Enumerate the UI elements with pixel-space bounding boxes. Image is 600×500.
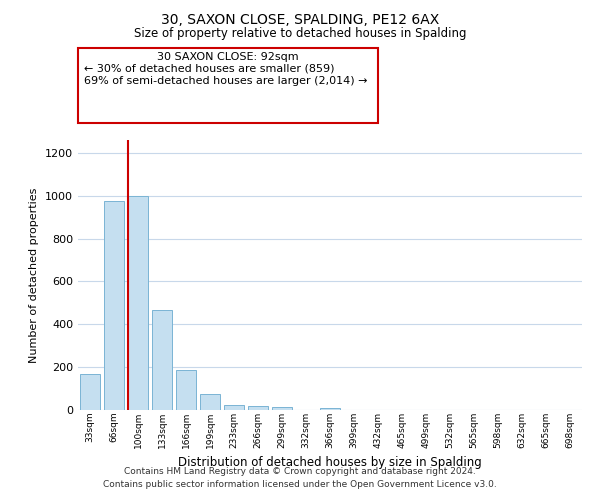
Text: 69% of semi-detached houses are larger (2,014) →: 69% of semi-detached houses are larger (… (84, 76, 367, 86)
Bar (80, 374, 100, 410)
Text: Contains HM Land Registry data © Crown copyright and database right 2024.: Contains HM Land Registry data © Crown c… (124, 467, 476, 476)
Bar (248, 406, 268, 410)
Bar (104, 201, 124, 410)
Text: Size of property relative to detached houses in Spalding: Size of property relative to detached ho… (134, 28, 466, 40)
Bar (152, 310, 172, 410)
Text: ← 30% of detached houses are smaller (859): ← 30% of detached houses are smaller (85… (84, 64, 335, 74)
Text: 30 SAXON CLOSE: 92sqm: 30 SAXON CLOSE: 92sqm (157, 52, 299, 62)
Bar (128, 196, 148, 410)
Bar (200, 394, 220, 410)
Bar (224, 404, 244, 410)
X-axis label: Distribution of detached houses by size in Spalding: Distribution of detached houses by size … (178, 456, 482, 469)
Y-axis label: Number of detached properties: Number of detached properties (29, 188, 40, 362)
Bar (176, 370, 196, 410)
Text: Contains public sector information licensed under the Open Government Licence v3: Contains public sector information licen… (103, 480, 497, 489)
Text: 30, SAXON CLOSE, SPALDING, PE12 6AX: 30, SAXON CLOSE, SPALDING, PE12 6AX (161, 12, 439, 26)
Bar (272, 407, 292, 410)
Bar (320, 408, 340, 410)
